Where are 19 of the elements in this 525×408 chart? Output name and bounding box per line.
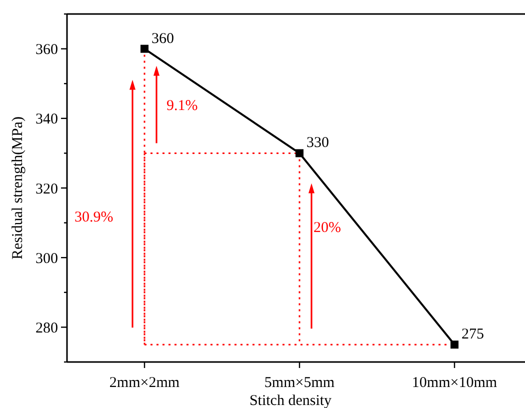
x-tick-label: 2mm×2mm bbox=[109, 375, 180, 391]
x-tick-label: 10mm×10mm bbox=[412, 375, 498, 391]
point bbox=[140, 44, 148, 53]
y-tick-label: 300 bbox=[36, 250, 58, 267]
x-tick-label: 5mm×5mm bbox=[264, 375, 335, 391]
data-label: 275 bbox=[462, 326, 484, 343]
x-axis-title: Stitch density bbox=[249, 393, 332, 408]
point bbox=[296, 149, 304, 158]
point bbox=[450, 340, 458, 349]
data-label: 330 bbox=[306, 135, 329, 152]
annotation: 30.9% bbox=[74, 209, 114, 226]
y-tick-label: 340 bbox=[36, 112, 58, 128]
y-tick-label: 320 bbox=[36, 181, 58, 198]
annotation: 9.1% bbox=[166, 98, 198, 114]
data-label: 360 bbox=[152, 30, 174, 47]
y-tick-label: 280 bbox=[36, 320, 58, 336]
y-tick-label: 360 bbox=[36, 42, 58, 58]
y-axis-title: Residual strength(MPa) bbox=[10, 116, 26, 260]
annotation: 20% bbox=[314, 220, 341, 236]
